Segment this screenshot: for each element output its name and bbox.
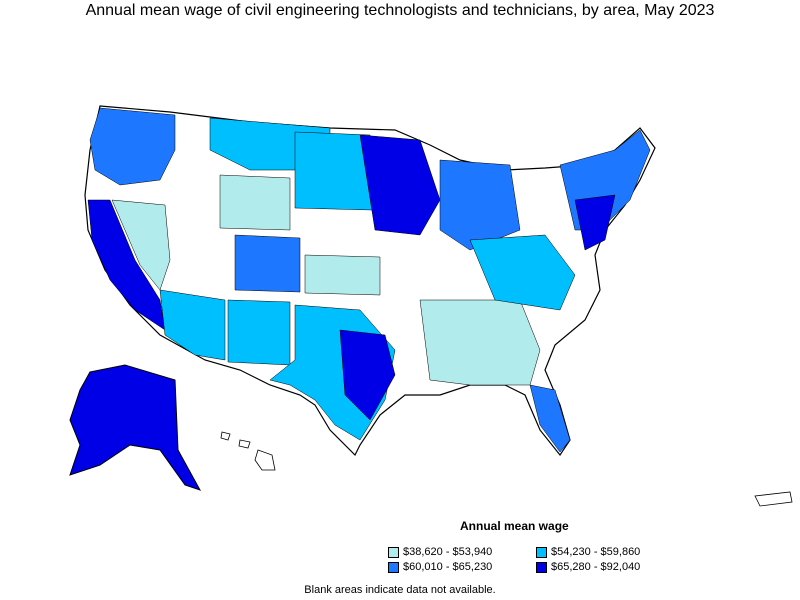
legend-swatch — [388, 561, 399, 573]
region-colorado — [234, 234, 301, 293]
alaska-outline — [69, 364, 202, 491]
region-wyoming — [219, 174, 291, 231]
region-arizona — [159, 289, 226, 361]
map-title: Annual mean wage of civil engineering te… — [85, 2, 715, 19]
region-new-mexico — [227, 299, 291, 366]
legend-label: $54,230 - $59,860 — [551, 546, 641, 558]
legend-swatch — [536, 546, 547, 558]
region-southeast — [419, 299, 541, 386]
region-mid-atlantic — [574, 194, 616, 251]
legend-label: $65,280 - $92,040 — [551, 561, 641, 573]
legend-swatch — [536, 561, 547, 573]
hawaii-island-2 — [238, 439, 251, 449]
region-texas-east — [339, 329, 396, 421]
legend-label: $60,010 - $65,230 — [403, 561, 493, 573]
legend-label: $38,620 - $53,940 — [403, 546, 493, 558]
region-appalachia — [469, 234, 576, 311]
hawaii-island-1 — [220, 431, 231, 441]
region-florida — [529, 384, 571, 453]
region-dakotas — [294, 131, 373, 211]
legend-item-band-2: $54,230 - $59,860 — [536, 546, 640, 558]
region-nevada — [111, 199, 171, 291]
region-upper-midwest — [359, 134, 441, 236]
legend-item-band-1: $38,620 - $53,940 — [388, 546, 492, 558]
legend-item-band-3: $60,010 - $65,230 — [388, 561, 492, 573]
region-kansas — [304, 254, 381, 296]
legend-item-band-4: $65,280 - $92,040 — [536, 561, 640, 573]
region-pacific-northwest — [89, 107, 176, 186]
legend-title: Annual mean wage — [460, 519, 569, 533]
hawaii-island-3 — [254, 449, 276, 471]
legend-swatch — [388, 546, 399, 558]
footnote: Blank areas indicate data not available. — [304, 584, 496, 596]
puerto-rico-outline — [754, 491, 793, 507]
